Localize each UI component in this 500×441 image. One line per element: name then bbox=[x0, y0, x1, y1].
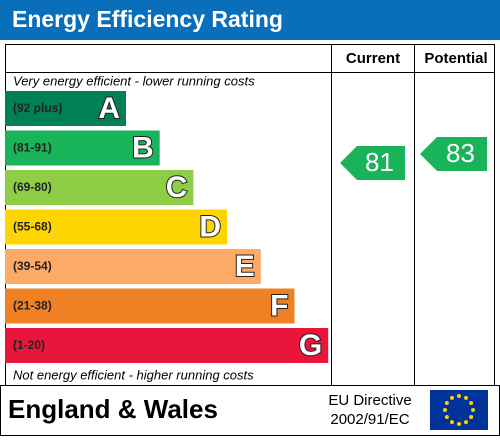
star bbox=[444, 415, 449, 419]
top-note: Very energy efficient - lower running co… bbox=[13, 73, 255, 88]
star bbox=[457, 422, 461, 426]
band-range: (39-54) bbox=[13, 259, 52, 273]
rating-arrow bbox=[340, 146, 405, 180]
band bbox=[5, 170, 194, 205]
star bbox=[444, 401, 449, 405]
column-header: Current bbox=[346, 50, 400, 67]
star bbox=[469, 401, 474, 405]
band-range: (92 plus) bbox=[13, 101, 62, 115]
band bbox=[5, 209, 228, 245]
star bbox=[450, 420, 454, 425]
band bbox=[5, 130, 160, 166]
eu-flag bbox=[430, 390, 488, 430]
band-letter: C bbox=[166, 171, 188, 204]
band bbox=[5, 91, 126, 126]
directive: EU Directive bbox=[328, 392, 411, 409]
rating-value: 81 bbox=[365, 147, 394, 177]
band bbox=[5, 288, 295, 324]
band bbox=[5, 249, 261, 284]
rating-arrow bbox=[420, 137, 487, 171]
directive: 2002/91/EC bbox=[330, 411, 409, 428]
star bbox=[464, 395, 468, 400]
band-range: (69-80) bbox=[13, 180, 52, 194]
band-letter: G bbox=[299, 329, 322, 362]
rating-value: 83 bbox=[446, 138, 475, 168]
title: Energy Efficiency Rating bbox=[12, 6, 283, 32]
band-range: (21-38) bbox=[13, 299, 52, 313]
star bbox=[450, 395, 454, 400]
bottom-note: Not energy efficient - higher running co… bbox=[13, 367, 254, 382]
region: England & Wales bbox=[8, 394, 218, 424]
band-range: (81-91) bbox=[13, 141, 52, 155]
star bbox=[443, 408, 447, 412]
star bbox=[464, 420, 468, 425]
band-range: (55-68) bbox=[13, 220, 52, 234]
band bbox=[5, 328, 329, 363]
band-letter: B bbox=[132, 131, 154, 164]
band-letter: E bbox=[235, 250, 255, 283]
band-range: (1-20) bbox=[13, 338, 45, 352]
star bbox=[457, 394, 461, 398]
star bbox=[471, 408, 475, 412]
band-letter: D bbox=[199, 210, 221, 243]
star bbox=[469, 415, 474, 419]
band-letter: A bbox=[98, 92, 120, 125]
band-letter: F bbox=[270, 289, 288, 322]
column-header: Potential bbox=[424, 50, 487, 67]
title-bar bbox=[0, 0, 500, 40]
